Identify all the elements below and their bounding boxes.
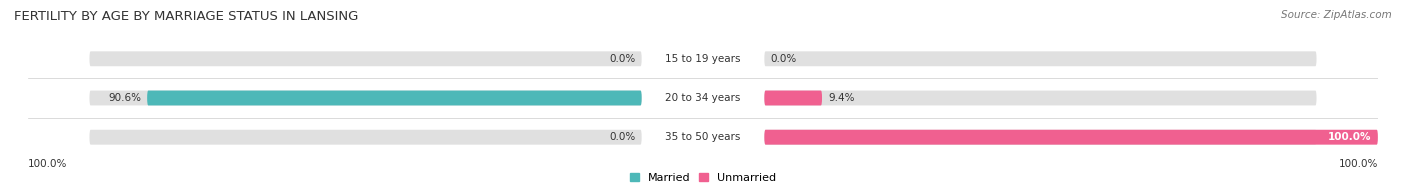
Text: 15 to 19 years: 15 to 19 years — [665, 54, 741, 64]
FancyBboxPatch shape — [765, 130, 1316, 145]
Text: 90.6%: 90.6% — [108, 93, 141, 103]
Text: Source: ZipAtlas.com: Source: ZipAtlas.com — [1281, 10, 1392, 20]
FancyBboxPatch shape — [765, 130, 1378, 145]
Text: 100.0%: 100.0% — [28, 159, 67, 169]
FancyBboxPatch shape — [765, 91, 1316, 105]
Text: 0.0%: 0.0% — [609, 132, 636, 142]
FancyBboxPatch shape — [90, 130, 641, 145]
FancyBboxPatch shape — [765, 51, 1316, 66]
Legend: Married, Unmarried: Married, Unmarried — [630, 173, 776, 183]
FancyBboxPatch shape — [90, 91, 641, 105]
Text: 100.0%: 100.0% — [1339, 159, 1378, 169]
Text: 100.0%: 100.0% — [1329, 132, 1372, 142]
Text: 35 to 50 years: 35 to 50 years — [665, 132, 741, 142]
Text: FERTILITY BY AGE BY MARRIAGE STATUS IN LANSING: FERTILITY BY AGE BY MARRIAGE STATUS IN L… — [14, 10, 359, 23]
FancyBboxPatch shape — [90, 51, 641, 66]
Text: 0.0%: 0.0% — [770, 54, 797, 64]
Text: 0.0%: 0.0% — [609, 54, 636, 64]
Text: 20 to 34 years: 20 to 34 years — [665, 93, 741, 103]
FancyBboxPatch shape — [765, 91, 823, 105]
Text: 9.4%: 9.4% — [828, 93, 855, 103]
FancyBboxPatch shape — [148, 91, 641, 105]
